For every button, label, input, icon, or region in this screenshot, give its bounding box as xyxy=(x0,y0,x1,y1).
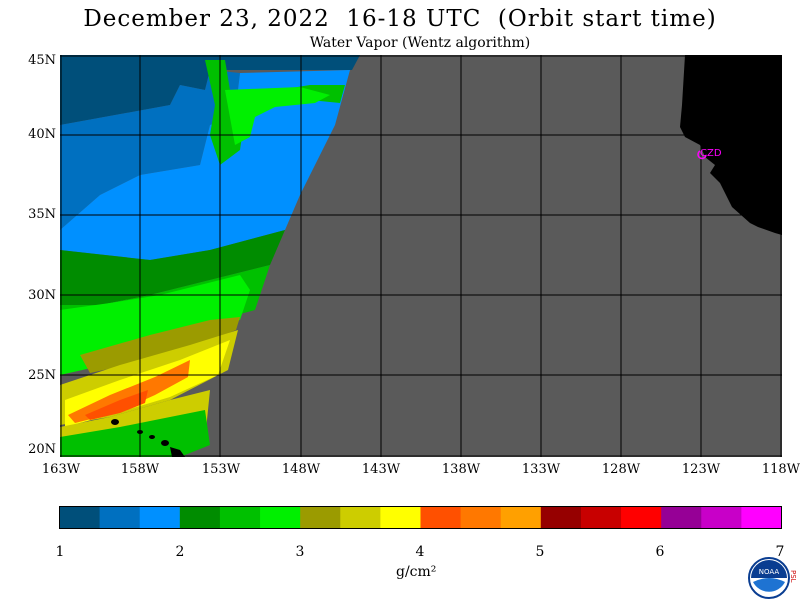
colorbar-cell xyxy=(701,506,742,529)
colorbar-tick-7: 7 xyxy=(775,544,785,560)
lat-label-30n: 30N xyxy=(28,288,56,303)
map-subtitle: Water Vapor (Wentz algorithm) xyxy=(309,35,531,51)
colorbar-cell xyxy=(99,506,141,529)
noaa-logo-text: NOAA xyxy=(759,568,780,576)
map-title: December 23, 2022 16-18 UTC (Orbit start… xyxy=(83,6,717,32)
lon-label-138w: 138W xyxy=(441,462,481,477)
colorbar-cell xyxy=(139,506,181,529)
colorbar-cell xyxy=(500,506,542,529)
band-olive xyxy=(80,317,240,373)
lon-label-153w: 153W xyxy=(201,462,241,477)
station-marker: CZD xyxy=(697,148,722,160)
colorbar-cell xyxy=(179,506,221,529)
lon-label-163w: 163W xyxy=(41,462,81,477)
colorbar-cell xyxy=(540,506,582,529)
band-green-south xyxy=(60,410,210,457)
colorbar-cell xyxy=(340,506,381,529)
water-vapor-map: CZD xyxy=(60,55,782,457)
colorbar-cells xyxy=(59,506,782,529)
psl-logo-text: PSL xyxy=(789,570,797,583)
colorbar-cell xyxy=(260,506,301,529)
lon-label-123w: 123W xyxy=(681,462,721,477)
station-marker-icon xyxy=(697,150,707,160)
lat-label-45n: 45N xyxy=(28,53,56,68)
lon-label-143w: 143W xyxy=(361,462,401,477)
swath-data xyxy=(60,55,360,457)
station-label: CZD xyxy=(700,148,722,159)
colorbar-cell xyxy=(661,506,702,529)
colorbar-cell xyxy=(300,506,341,529)
band-green-upper-inner xyxy=(225,87,330,145)
colorbar-cell xyxy=(460,506,502,529)
lat-label-20n: 20N xyxy=(28,442,56,457)
lon-label-133w: 133W xyxy=(521,462,561,477)
colorbar-tick-6: 6 xyxy=(655,544,665,560)
colorbar-cell xyxy=(219,506,261,529)
colorbar-cell xyxy=(420,506,462,529)
noaa-logo: NOAA PSL xyxy=(748,557,797,599)
band-orange xyxy=(68,360,190,423)
colorbar xyxy=(59,506,782,529)
band-red-orange xyxy=(85,390,148,420)
colorbar-tick-1: 1 xyxy=(55,544,65,560)
lon-label-118w: 118W xyxy=(761,462,800,477)
band-blue-mid xyxy=(60,70,240,230)
colorbar-tick-5: 5 xyxy=(535,544,545,560)
lon-label-148w: 148W xyxy=(281,462,321,477)
colorbar-tick-3: 3 xyxy=(295,544,305,560)
colorbar-cell xyxy=(59,506,101,529)
lon-label-158w: 158W xyxy=(120,462,160,477)
lat-label-40n: 40N xyxy=(28,127,56,142)
lon-label-128w: 128W xyxy=(601,462,641,477)
colorbar-units: g/cm² xyxy=(396,564,437,580)
colorbar-tick-4: 4 xyxy=(415,544,425,560)
land-area xyxy=(680,55,782,235)
colorbar-tick-2: 2 xyxy=(175,544,185,560)
colorbar-cell xyxy=(580,506,622,529)
lat-label-25n: 25N xyxy=(28,368,56,383)
lat-lon-grid xyxy=(60,55,782,457)
band-blue-bright xyxy=(60,70,350,260)
colorbar-cell xyxy=(741,506,782,529)
hawaii-islands xyxy=(111,419,185,457)
colorbar-cell xyxy=(621,506,662,529)
colorbar-cell xyxy=(380,506,421,529)
band-green-dark xyxy=(60,230,285,305)
band-darkblue xyxy=(60,55,360,125)
lat-label-35n: 35N xyxy=(28,207,56,222)
